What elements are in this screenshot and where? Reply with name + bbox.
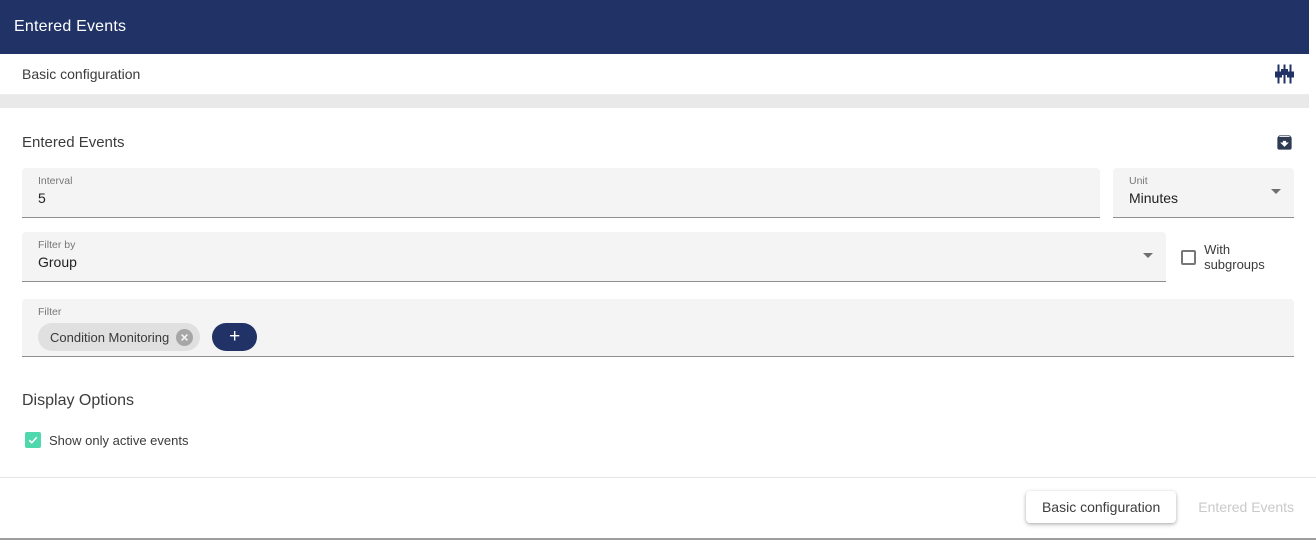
tune-sliders-icon[interactable] <box>1275 64 1294 84</box>
chevron-down-icon <box>1271 189 1281 194</box>
interval-unit-row: Interval Unit Minutes <box>22 168 1294 218</box>
filter-row: Filter Condition Monitoring + <box>22 299 1294 357</box>
with-subgroups-checkbox[interactable]: With subgroups <box>1181 242 1294 272</box>
filter-chip-label: Condition Monitoring <box>50 329 170 345</box>
panel-title: Entered Events <box>22 133 125 151</box>
panel-header: Entered Events <box>22 108 1294 152</box>
display-options-title: Display Options <box>22 392 135 409</box>
footer: Basic configuration Entered Events <box>0 478 1316 536</box>
window-titlebar: Entered Events <box>0 0 1316 54</box>
basic-configuration-button[interactable]: Basic configuration <box>1025 491 1177 523</box>
unit-value: Minutes <box>1129 190 1179 206</box>
filter-chip[interactable]: Condition Monitoring <box>38 323 201 351</box>
add-filter-button[interactable]: + <box>212 323 258 351</box>
filter-by-label: Filter by <box>38 239 76 251</box>
filter-by-row: Filter by Group With subgroups <box>22 232 1294 282</box>
interval-input[interactable] <box>38 188 1088 208</box>
filter-label: Filter <box>38 306 62 318</box>
filter-chip-list: Condition Monitoring + <box>38 323 1282 351</box>
window-bottom-border <box>0 536 1316 542</box>
chevron-down-icon <box>1143 253 1154 258</box>
unit-label: Unit <box>1129 175 1148 187</box>
filter-field[interactable]: Filter Condition Monitoring + <box>22 299 1294 357</box>
checkbox-unchecked-icon[interactable] <box>1181 249 1197 265</box>
show-only-active-events-checkbox[interactable]: Show only active events <box>25 432 1294 448</box>
entered-events-panel: Entered Events Interval Unit Minutes Fil <box>0 108 1316 536</box>
toolbar-title: Basic configuration <box>22 66 141 82</box>
chip-remove-icon[interactable] <box>176 328 194 346</box>
filter-by-select[interactable]: Filter by Group <box>22 232 1167 282</box>
page-background-band <box>0 95 1316 108</box>
unit-select[interactable]: Unit Minutes <box>1113 168 1294 218</box>
checkbox-checked-icon[interactable] <box>25 432 41 448</box>
filter-by-value: Group <box>38 254 77 270</box>
show-only-active-events-label: Show only active events <box>49 432 189 448</box>
entered-events-button-disabled: Entered Events <box>1198 499 1294 515</box>
footer-divider <box>0 477 1316 478</box>
scrollbar-gutter <box>1309 0 1316 108</box>
window-title: Entered Events <box>14 18 127 35</box>
toolbar: Basic configuration <box>0 54 1316 95</box>
plus-icon: + <box>229 325 241 347</box>
with-subgroups-label: With subgroups <box>1204 242 1265 272</box>
archive-icon[interactable] <box>1275 133 1294 152</box>
interval-label: Interval <box>38 175 73 187</box>
interval-field[interactable]: Interval <box>22 168 1100 218</box>
